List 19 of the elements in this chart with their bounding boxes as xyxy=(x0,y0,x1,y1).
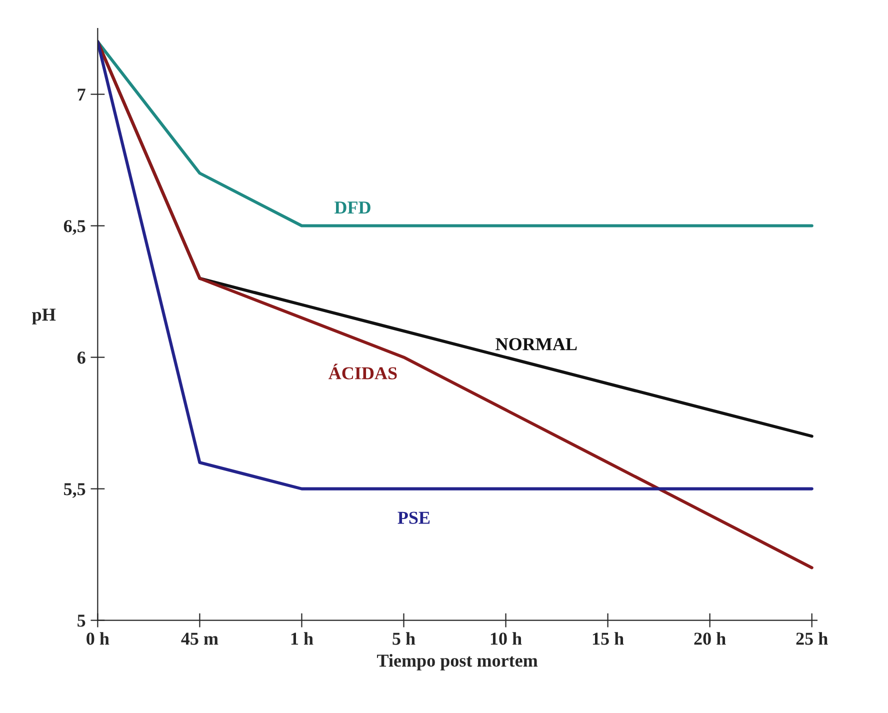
series-label: DFD xyxy=(334,202,370,214)
x-tick-label: 10 h xyxy=(490,632,522,645)
x-tick-label: 0 h xyxy=(86,632,110,645)
x-tick-label: 1 h xyxy=(291,632,314,645)
y-tick-label: 5 xyxy=(78,614,86,627)
y-axis-title: pH xyxy=(32,308,56,324)
y-tick-label: 6 xyxy=(77,352,86,364)
y-tick-label: 5,5 xyxy=(64,483,86,498)
x-tick-label: 15 h xyxy=(592,632,624,645)
series-label: PSE xyxy=(398,512,430,524)
x-tick-label: 5 h xyxy=(392,632,416,645)
series-label: ÁCIDAS xyxy=(328,364,397,380)
x-tick-label: 25 h xyxy=(796,632,828,645)
y-tick-label: 6,5 xyxy=(64,220,86,235)
x-tick-label: 45 m xyxy=(181,632,218,645)
x-axis-title: Tiempo post mortem xyxy=(377,654,538,670)
series-label: NORMAL xyxy=(496,338,577,350)
y-tick-label: 7 xyxy=(78,88,86,101)
x-tick-label: 20 h xyxy=(694,632,726,645)
